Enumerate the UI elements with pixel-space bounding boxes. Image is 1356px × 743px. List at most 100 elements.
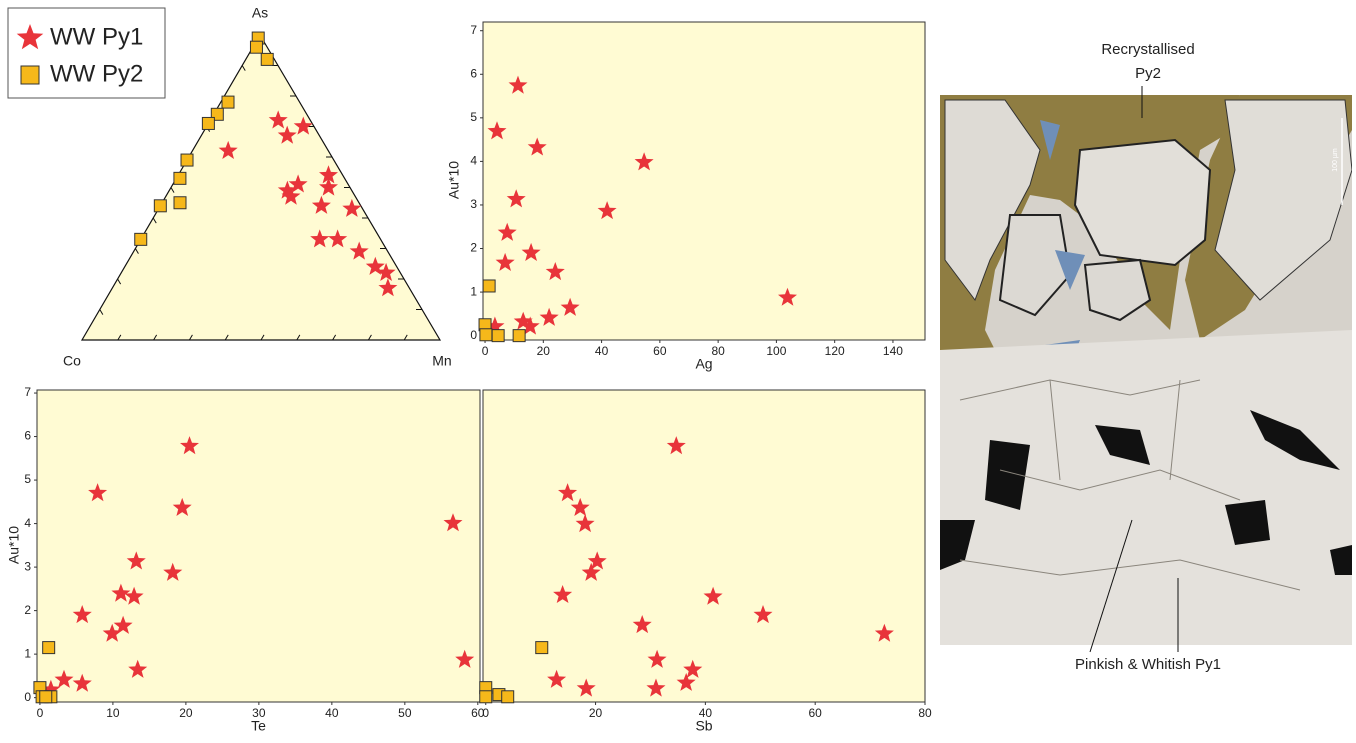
square-point [134, 232, 148, 246]
star-point [506, 189, 526, 208]
star-point [378, 278, 398, 297]
legend-marker [20, 65, 40, 85]
ternary-tick [188, 334, 193, 341]
x-tick-label: 30 [252, 706, 266, 720]
star-point [666, 436, 686, 455]
star-point [597, 201, 617, 220]
x-tick-label: 20 [537, 344, 551, 358]
star-point [102, 623, 122, 642]
star-point [646, 678, 666, 697]
star-point [311, 195, 331, 214]
star-point [124, 586, 144, 605]
x-tick-label: 80 [711, 344, 725, 358]
star-point [647, 649, 667, 668]
x-tick-label: 40 [325, 706, 339, 720]
ternary-tick [99, 309, 104, 315]
annotation: Py2 [1135, 65, 1161, 82]
star-point [485, 316, 505, 335]
ternary-tick [403, 334, 408, 341]
square-point [512, 329, 526, 343]
square-point [180, 153, 194, 167]
y-tick-label: 7 [24, 385, 31, 399]
ternary-tick [134, 248, 139, 254]
vertex-label: Mn [432, 353, 451, 369]
legend-label: WW Py1 [50, 23, 143, 50]
y-tick-label: 6 [470, 66, 477, 80]
x-tick-label: 50 [398, 706, 412, 720]
star-point [634, 152, 654, 171]
vertex-label: As [252, 5, 268, 21]
star-point [558, 483, 578, 502]
x-tick-label: 0 [37, 706, 44, 720]
x-tick-label: 40 [595, 344, 609, 358]
star-point [128, 659, 148, 678]
x-tick-label: 140 [883, 344, 903, 358]
star-point [520, 316, 540, 335]
ternary-tick [170, 187, 175, 193]
x-tick-label: 120 [825, 344, 845, 358]
square-point [201, 116, 215, 130]
star-point [455, 649, 475, 668]
star-point [443, 513, 463, 532]
vertex-label: Co [63, 353, 81, 369]
square-point [153, 199, 167, 213]
legend-marker [16, 24, 44, 50]
square-point [535, 641, 549, 655]
y-tick-label: 1 [24, 646, 31, 660]
star-point [126, 551, 146, 570]
x-tick-label: 0 [482, 344, 489, 358]
y-tick-label: 2 [470, 241, 477, 255]
star-point [365, 256, 385, 275]
y-tick-label: 5 [470, 110, 477, 124]
ternary-tick [260, 334, 265, 341]
square-point [221, 95, 235, 109]
x-tick-label: 40 [699, 706, 713, 720]
star-point [218, 140, 238, 159]
star-point [54, 669, 74, 688]
square-point [260, 52, 274, 66]
star-point [545, 262, 565, 281]
x-tick-label: 60 [809, 706, 823, 720]
star-point [281, 186, 301, 205]
x-tick-label: 0 [482, 706, 489, 720]
star-point [376, 262, 396, 281]
square-point [482, 279, 496, 293]
square-point [39, 690, 53, 704]
star-point [576, 678, 596, 697]
y-axis-label: Au*10 [6, 526, 22, 564]
ternary-tick [117, 278, 122, 285]
star-point [288, 174, 308, 193]
x-axis-label: Sb [695, 718, 712, 734]
star-point [319, 165, 338, 184]
x-tick-label: 20 [589, 706, 603, 720]
star-point [342, 198, 362, 217]
star-point [575, 514, 595, 533]
star-point [753, 605, 773, 624]
star-point [72, 605, 92, 624]
square-point [173, 196, 187, 210]
ternary-tick [152, 217, 157, 224]
y-tick-label: 4 [24, 516, 31, 530]
y-tick-label: 2 [24, 603, 31, 617]
star-point [539, 307, 559, 326]
y-tick-label: 6 [24, 429, 31, 443]
micrograph [940, 95, 1352, 645]
square-point [249, 40, 263, 54]
annotation: Pinkish & Whitish Py1 [1075, 656, 1221, 673]
star-point [180, 436, 199, 455]
square-point [42, 641, 56, 655]
star-point [527, 137, 547, 156]
star-point [268, 110, 288, 129]
annotation-line [1089, 519, 1133, 653]
plot-area [482, 21, 926, 341]
star-point [495, 252, 515, 271]
star-point [88, 483, 108, 502]
y-axis-label: Au*10 [446, 161, 462, 199]
star-point [676, 672, 696, 691]
y-tick-label: 7 [470, 23, 477, 37]
x-tick-label: 60 [471, 706, 485, 720]
ternary-tick [296, 334, 301, 341]
star-point [553, 585, 573, 603]
